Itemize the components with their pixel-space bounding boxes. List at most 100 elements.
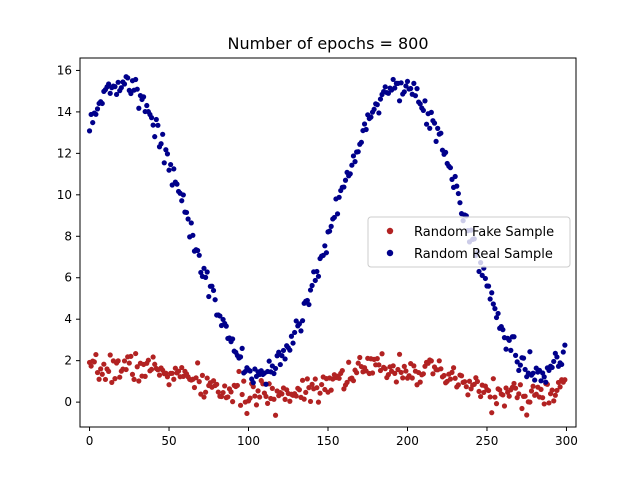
data-point bbox=[390, 76, 396, 83]
data-point bbox=[86, 128, 93, 134]
data-point bbox=[376, 110, 382, 116]
data-point bbox=[423, 121, 430, 127]
data-point bbox=[158, 141, 164, 147]
chart-title: Number of epochs = 800 bbox=[227, 34, 428, 53]
data-point bbox=[422, 98, 428, 104]
data-point bbox=[493, 314, 500, 321]
data-point bbox=[512, 385, 519, 391]
data-point bbox=[476, 388, 482, 395]
data-point bbox=[185, 216, 191, 222]
data-point bbox=[214, 381, 220, 387]
data-point bbox=[487, 296, 493, 302]
data-point bbox=[263, 381, 269, 387]
data-point bbox=[428, 109, 434, 115]
data-point bbox=[277, 361, 283, 368]
legend-marker-fake bbox=[386, 227, 394, 235]
data-point bbox=[279, 391, 285, 397]
data-point bbox=[125, 75, 131, 81]
data-point bbox=[239, 391, 245, 398]
data-point bbox=[306, 385, 312, 391]
data-point bbox=[293, 393, 299, 399]
data-point bbox=[269, 385, 275, 391]
y-tick-label: 4 bbox=[64, 312, 72, 326]
data-point bbox=[369, 370, 376, 376]
data-point bbox=[562, 342, 568, 348]
data-point bbox=[562, 377, 568, 383]
data-point bbox=[99, 100, 105, 107]
data-point bbox=[204, 375, 210, 381]
legend: Random Fake Sample Random Real Sample bbox=[367, 216, 571, 268]
data-point bbox=[527, 399, 533, 405]
data-point bbox=[417, 101, 423, 107]
data-point bbox=[392, 370, 398, 376]
data-point bbox=[487, 394, 493, 400]
data-point bbox=[282, 396, 288, 402]
data-point bbox=[128, 90, 134, 97]
data-point bbox=[377, 367, 384, 374]
data-point bbox=[401, 89, 407, 95]
data-point bbox=[538, 378, 544, 384]
data-point bbox=[409, 375, 415, 381]
data-point bbox=[357, 354, 363, 361]
data-point bbox=[166, 167, 172, 173]
data-point bbox=[466, 378, 473, 384]
data-point bbox=[503, 385, 509, 391]
data-point bbox=[342, 177, 349, 183]
data-point bbox=[287, 398, 293, 404]
data-point bbox=[247, 368, 253, 374]
data-point bbox=[142, 373, 148, 379]
data-point bbox=[363, 126, 369, 133]
data-point bbox=[299, 318, 306, 324]
data-point bbox=[90, 119, 96, 126]
data-point bbox=[334, 211, 341, 217]
data-point bbox=[220, 389, 226, 396]
data-point bbox=[462, 379, 468, 385]
data-point bbox=[255, 388, 261, 394]
data-point bbox=[379, 351, 385, 357]
data-point bbox=[450, 365, 457, 371]
data-point bbox=[164, 151, 171, 157]
data-point bbox=[431, 120, 438, 126]
data-point bbox=[485, 283, 492, 289]
data-point bbox=[517, 362, 523, 368]
data-point bbox=[376, 362, 382, 368]
data-point bbox=[309, 282, 315, 289]
data-point bbox=[109, 379, 115, 386]
data-point bbox=[522, 366, 528, 373]
data-point bbox=[98, 366, 104, 372]
data-point bbox=[493, 401, 500, 407]
data-point bbox=[371, 106, 377, 112]
data-point bbox=[519, 405, 525, 412]
data-point bbox=[551, 358, 557, 365]
data-point bbox=[150, 354, 156, 360]
data-point bbox=[344, 379, 350, 385]
data-point bbox=[94, 369, 101, 376]
data-point bbox=[554, 354, 560, 360]
data-point bbox=[341, 184, 347, 190]
data-point bbox=[443, 149, 449, 156]
data-point bbox=[520, 355, 527, 361]
data-point bbox=[156, 372, 163, 378]
data-point bbox=[298, 328, 304, 334]
data-point bbox=[458, 373, 465, 379]
data-point bbox=[347, 171, 353, 177]
data-point bbox=[438, 130, 444, 136]
data-point bbox=[121, 358, 128, 364]
data-point bbox=[152, 134, 158, 140]
data-point bbox=[377, 96, 384, 102]
data-point bbox=[501, 403, 508, 409]
x-tick-label: 300 bbox=[555, 434, 578, 448]
data-point bbox=[396, 351, 403, 357]
data-point bbox=[412, 93, 419, 99]
data-point bbox=[112, 84, 118, 90]
data-point bbox=[355, 360, 361, 366]
data-point bbox=[123, 366, 129, 373]
data-point bbox=[250, 384, 256, 390]
data-point bbox=[524, 412, 530, 418]
data-point bbox=[180, 192, 186, 198]
y-tick-label: 12 bbox=[57, 146, 72, 160]
data-point bbox=[492, 394, 498, 400]
data-point bbox=[312, 277, 318, 284]
data-point bbox=[449, 369, 455, 375]
data-point bbox=[385, 90, 392, 96]
